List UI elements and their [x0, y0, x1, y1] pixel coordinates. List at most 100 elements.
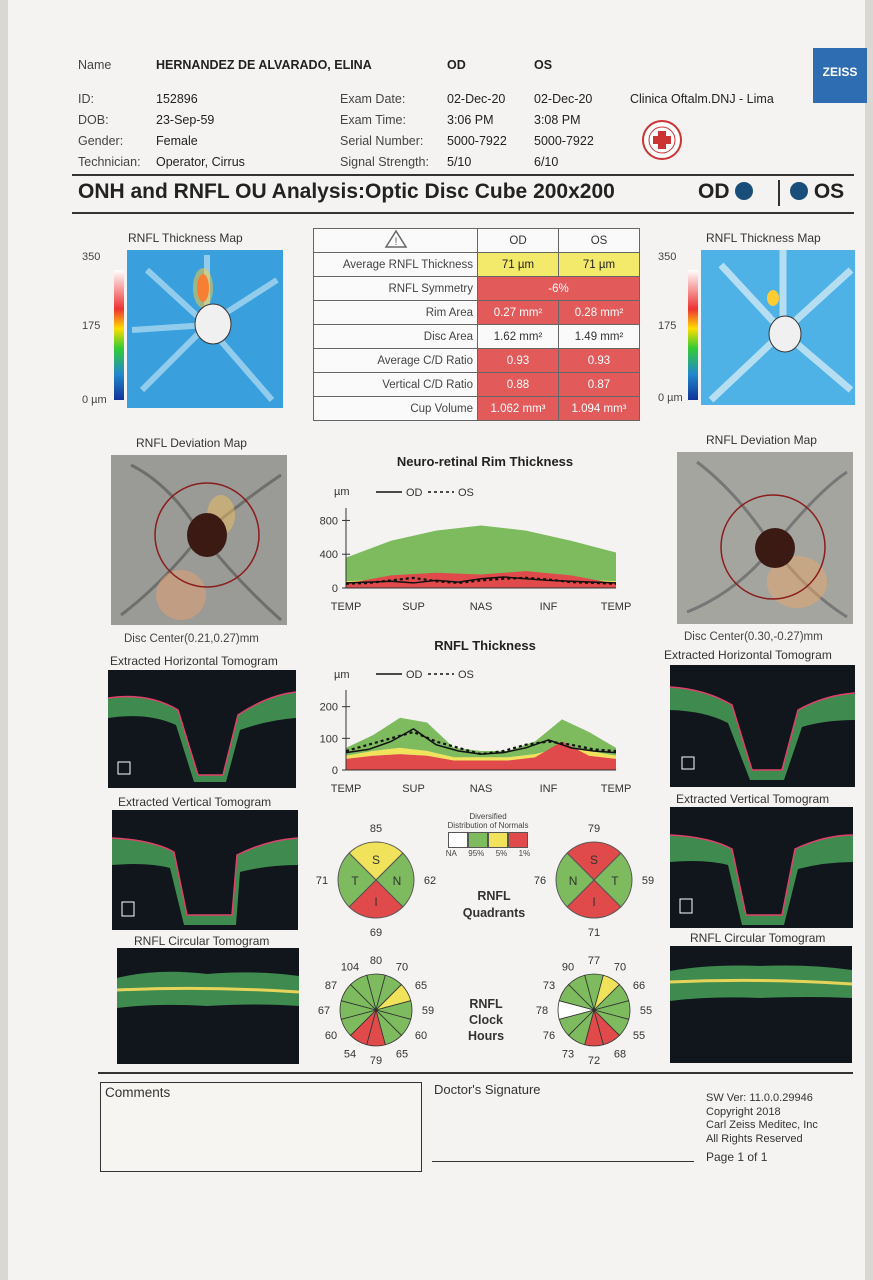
x-tick-label: TEMP — [601, 783, 632, 795]
y-tick-label: 400 — [320, 549, 338, 561]
clock-value: 59 — [422, 1005, 434, 1017]
table-row: Rim Area 0.27 mm² 0.28 mm² — [313, 300, 640, 325]
normative-band — [346, 741, 616, 770]
table-row: Disc Area 1.62 mm² 1.49 mm² — [313, 324, 640, 349]
table-row: RNFL Symmetry -6% — [313, 276, 640, 301]
clock-value: 80 — [370, 955, 382, 967]
legend-od: OD — [406, 669, 423, 681]
avg-rnfl-od: 71 µm — [477, 252, 559, 277]
normative-band — [346, 747, 616, 761]
normals-legend: Diversified Distribution of Normals NA 9… — [440, 812, 536, 858]
disc-area-os: 1.49 mm² — [558, 324, 640, 349]
clock-value: 79 — [370, 1055, 382, 1067]
quadrant-clock-charts: RNFL Quadrants RNFL Clock Hours S 85 N 62 I 6… — [316, 823, 654, 1067]
od-thickness-map — [127, 250, 283, 408]
exam-date-od: 02-Dec-20 — [447, 92, 506, 106]
avg-cd-od: 0.93 — [477, 348, 559, 373]
chart-legend: OD OS — [376, 487, 474, 499]
patient-name: HERNANDEZ DE ALVARADO, ELINA — [156, 58, 372, 72]
comments-box[interactable]: Comments — [100, 1082, 422, 1172]
table-header-row: ! OD OS — [313, 228, 640, 253]
os-v-tomo-title: Extracted Vertical Tomogram — [676, 792, 830, 806]
exam-time-od: 3:06 PM — [447, 113, 494, 127]
od-circular-tomogram — [117, 948, 299, 1064]
series-line-od — [345, 727, 617, 755]
serial-os: 5000-7922 — [534, 134, 594, 148]
rnfl-symmetry: -6% — [477, 276, 640, 301]
sw-version: SW Ver: 11.0.0.29946 — [706, 1092, 813, 1104]
clock-value: 104 — [341, 962, 359, 974]
signal-od: 5/10 — [447, 155, 472, 169]
swatch-yellow — [488, 832, 508, 848]
normative-band — [346, 525, 616, 582]
os-disc-center: Disc Center(0.30,-0.27)mm — [684, 631, 823, 643]
page-number: Page 1 of 1 — [706, 1150, 768, 1164]
vert-cd-os: 0.87 — [558, 372, 640, 397]
clinic-name: Clinica Oftalm.DNJ - Lima — [630, 92, 774, 106]
clock-value: 87 — [325, 980, 337, 992]
quadrant-S — [566, 841, 622, 881]
os-color-scale — [688, 270, 698, 400]
x-tick-label: TEMP — [601, 601, 632, 613]
os-indicator-label: OS — [813, 180, 845, 203]
row-label: Average C/D Ratio — [313, 348, 478, 373]
signal-os: 6/10 — [534, 155, 559, 169]
exam-date-label: Exam Date: — [340, 92, 406, 106]
legend-na: NA — [445, 849, 457, 858]
cup-vol-os: 1.094 mm³ — [558, 396, 640, 421]
dob-label: DOB: — [78, 113, 109, 127]
signature-label: Doctor's Signature — [434, 1082, 541, 1097]
quadrant-letter: N — [569, 874, 578, 888]
clock-value: 70 — [614, 962, 626, 974]
x-tick-label: TEMP — [331, 783, 362, 795]
col-os: OS — [558, 228, 640, 253]
quadrant-N — [555, 852, 595, 908]
report-title: ONH and RNFL OU Analysis:Optic Disc Cube… — [78, 180, 615, 203]
swatch-green — [468, 832, 488, 848]
os-deviation-title: RNFL Deviation Map — [706, 433, 817, 447]
exam-date-os: 02-Dec-20 — [534, 92, 593, 106]
neuro-rim-chart: Neuro-retinal Rim Thickness µm OD OS 800… — [320, 454, 632, 613]
quadrant-letter: T — [611, 874, 619, 888]
zeiss-logo: ZEISS — [813, 48, 867, 103]
quadrant-I — [348, 879, 404, 919]
col-od: OD — [477, 228, 559, 253]
quadrant-value: 71 — [316, 875, 328, 887]
signature-line[interactable] — [432, 1161, 694, 1162]
quadrant-I — [566, 879, 622, 919]
row-label: Rim Area — [313, 300, 478, 325]
x-tick-label: INF — [540, 601, 558, 613]
clock-value: 55 — [633, 1030, 645, 1042]
os-header: OS — [534, 58, 553, 72]
legend-swatches — [440, 832, 536, 848]
os-scale-min: 0 µm — [658, 392, 683, 404]
od-h-tomo-title: Extracted Horizontal Tomogram — [110, 654, 278, 668]
id-label: ID: — [78, 92, 94, 106]
eye-divider — [778, 180, 780, 206]
quadrant-value: 79 — [588, 823, 600, 835]
od-horizontal-tomogram — [108, 670, 296, 788]
quadrant-value: 85 — [370, 823, 382, 835]
gender-label: Gender: — [78, 134, 124, 148]
clock-value: 73 — [562, 1048, 574, 1060]
row-label: RNFL Symmetry — [313, 276, 478, 301]
header-rule-bottom — [72, 212, 854, 214]
avg-rnfl-os: 71 µm — [558, 252, 640, 277]
table-row: Vertical C/D Ratio 0.88 0.87 — [313, 372, 640, 397]
table-row: Average RNFL Thickness 71 µm 71 µm — [313, 252, 640, 277]
chart-ylabel: µm — [334, 486, 350, 498]
od-v-tomo-title: Extracted Vertical Tomogram — [118, 795, 272, 809]
technician-label: Technician: — [78, 155, 141, 169]
patient-id: 152896 — [156, 92, 198, 106]
cup-vol-od: 1.062 mm³ — [477, 396, 559, 421]
os-indicator: OS — [790, 180, 844, 204]
os-horizontal-tomogram — [670, 665, 855, 787]
os-h-tomo-title: Extracted Horizontal Tomogram — [664, 648, 832, 662]
x-tick-label: SUP — [402, 783, 425, 795]
rights: All Rights Reserved — [706, 1132, 803, 1145]
os-dot-icon — [790, 182, 808, 200]
y-tick-label: 100 — [320, 733, 338, 745]
od-indicator-label: OD — [698, 180, 730, 203]
legend-line1: Diversified — [469, 812, 507, 821]
y-tick-label: 0 — [332, 765, 338, 777]
